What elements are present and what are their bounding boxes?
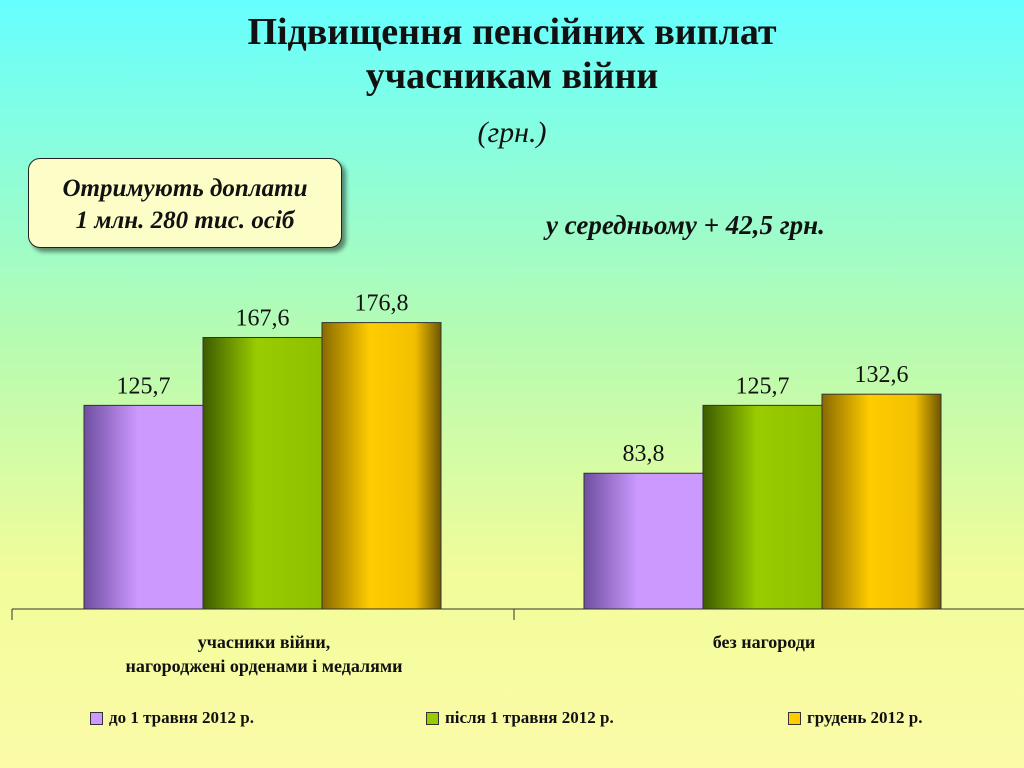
callout-line-2: 1 млн. 280 тис. осіб (75, 207, 295, 234)
data-label: 125,7 (736, 373, 790, 399)
data-label: 132,6 (855, 362, 909, 388)
data-label: 176,8 (355, 291, 409, 317)
bar-series-2-cat-1 (202, 336, 323, 610)
legend-swatch-1 (90, 711, 103, 725)
legend-item-1: до 1 травня 2012 р. (90, 708, 254, 728)
bar-series-1-cat-1 (83, 404, 204, 610)
legend-swatch-3 (788, 711, 801, 725)
legend-swatch-2 (426, 711, 439, 725)
category-label: нагороджені орденами і медалями (126, 656, 403, 676)
data-label: 125,7 (117, 373, 171, 399)
legend-label-2: після 1 травня 2012 р. (445, 708, 614, 727)
recipients-callout: Отримують доплати 1 млн. 280 тис. осіб (28, 158, 342, 248)
chart-legend: до 1 травня 2012 р. після 1 травня 2012 … (0, 708, 1024, 736)
bar-series-3-cat-2 (821, 393, 942, 610)
title-line-2: учасникам війни (365, 55, 659, 97)
chart-subtitle: (грн.) (477, 116, 547, 149)
category-label: учасники війни, (198, 632, 330, 652)
bar-series-3-cat-1 (321, 322, 442, 610)
bar-series-1-cat-2 (583, 472, 704, 610)
legend-item-2: після 1 травня 2012 р. (426, 708, 614, 728)
title-line-1: Підвищення пенсійних виплат (247, 11, 777, 53)
data-label: 167,6 (236, 305, 290, 331)
chart-title: Підвищення пенсійних виплат учасникам ві… (0, 10, 1024, 98)
category-label: без нагороди (713, 632, 816, 652)
callout-line-1: Отримують доплати (62, 175, 308, 202)
average-increase-note: у середньому + 42,5 грн. (546, 210, 825, 240)
legend-label-1: до 1 травня 2012 р. (109, 708, 254, 727)
legend-item-3: грудень 2012 р. (788, 708, 923, 728)
legend-label-3: грудень 2012 р. (807, 708, 923, 727)
data-label: 83,8 (623, 441, 665, 467)
bar-series-2-cat-2 (702, 404, 823, 610)
